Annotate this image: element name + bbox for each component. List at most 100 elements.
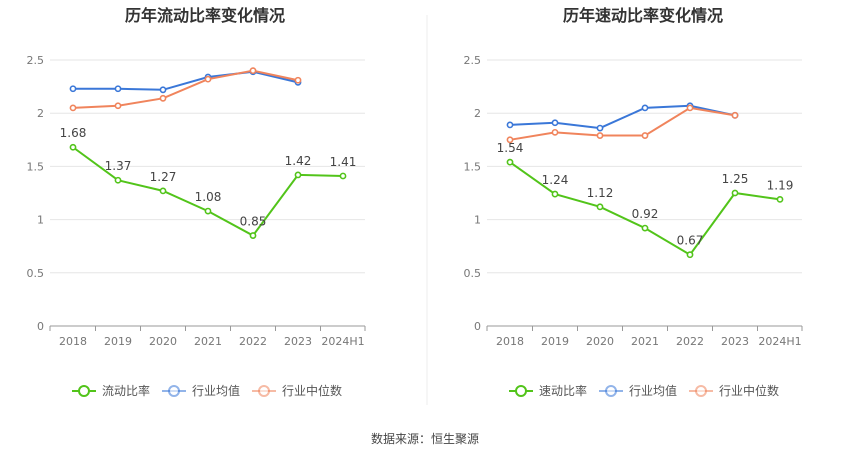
data-point (294, 76, 302, 84)
x-tick-label: 2022 (239, 335, 267, 348)
legend-label: 速动比率 (539, 383, 587, 398)
data-label: 0.67 (677, 234, 704, 248)
source-note: 数据来源：恒生聚源 (371, 431, 479, 446)
x-tick-label: 2024H1 (321, 335, 364, 348)
data-point (506, 121, 514, 129)
y-tick-label: 2 (474, 107, 481, 120)
x-tick-label: 2021 (631, 335, 659, 348)
series-line (73, 70, 299, 91)
data-point (506, 136, 514, 144)
legend-item[interactable]: 行业均值 (599, 383, 677, 398)
y-tick-label: 1 (37, 214, 44, 227)
data-label: 1.68 (60, 126, 87, 140)
data-point (159, 187, 167, 195)
data-point (641, 132, 649, 139)
legend-marker-icon (695, 385, 707, 397)
x-tick-label: 2018 (59, 335, 87, 348)
data-point (641, 104, 649, 112)
data-label: 0.92 (632, 207, 659, 221)
data-point (596, 132, 604, 139)
legend-label: 行业中位数 (719, 383, 779, 398)
y-tick-label: 0.5 (27, 267, 45, 280)
data-point (686, 251, 694, 259)
x-tick-label: 2024H1 (758, 335, 801, 348)
legend-item[interactable]: 行业中位数 (252, 383, 342, 398)
data-label: 1.41 (330, 155, 357, 169)
data-point (596, 203, 604, 211)
data-point (69, 104, 77, 112)
legend-marker-icon (258, 385, 270, 397)
legend-label: 行业中位数 (282, 383, 342, 398)
data-label: 1.08 (195, 190, 222, 204)
y-tick-label: 2 (37, 107, 44, 120)
data-label: 1.54 (497, 141, 524, 155)
chart-title: 历年流动比率变化情况 (125, 6, 285, 25)
data-point (294, 171, 302, 179)
data-point (551, 190, 559, 198)
chart-title: 历年速动比率变化情况 (563, 6, 723, 25)
y-tick-label: 2.5 (464, 54, 482, 67)
x-tick-label: 2020 (586, 335, 614, 348)
data-point (204, 207, 212, 215)
data-label: 1.37 (105, 159, 132, 173)
data-point (686, 104, 694, 112)
x-tick-label: 2021 (194, 335, 222, 348)
data-point (776, 195, 784, 203)
legend-label: 行业均值 (192, 383, 240, 398)
legend-label: 流动比率 (102, 383, 150, 398)
data-label: 1.12 (587, 186, 614, 200)
data-point (551, 119, 559, 127)
data-point (596, 124, 604, 132)
x-tick-label: 2020 (149, 335, 177, 348)
data-point (339, 172, 347, 180)
series-line (72, 69, 299, 109)
data-point (159, 86, 167, 94)
data-point (114, 176, 122, 184)
chart-panel-1: 历年流动比率变化情况 0 0.5 1 1.5 2 2.5 2018 2019 2020 2021 20… (27, 6, 366, 398)
legend-item[interactable]: 速动比率 (509, 383, 587, 398)
data-point (506, 158, 514, 166)
legend-item[interactable]: 流动比率 (72, 383, 150, 398)
data-point (114, 85, 122, 93)
x-tick-label: 2018 (496, 335, 524, 348)
chart-panel-2: 历年速动比率变化情况 0 0.5 1 1.5 2 2.5 2018 2019 2020 2021 20… (464, 6, 803, 398)
data-point (159, 94, 167, 102)
legend-item[interactable]: 行业均值 (162, 383, 240, 398)
legend-marker-icon (605, 385, 617, 397)
legend-marker-icon (168, 385, 180, 397)
data-label: 1.19 (767, 178, 794, 192)
data-point (114, 102, 122, 110)
x-tick-label: 2023 (284, 335, 312, 348)
x-tick-label: 2022 (676, 335, 704, 348)
data-point (731, 111, 739, 119)
data-point (204, 75, 212, 83)
data-point (249, 67, 257, 75)
legend-marker-icon (515, 385, 527, 397)
data-point (69, 85, 77, 93)
y-tick-label: 1.5 (27, 160, 45, 173)
data-label: 1.42 (285, 154, 312, 168)
y-tick-label: 2.5 (27, 54, 45, 67)
y-tick-label: 0 (474, 320, 481, 333)
x-tick-label: 2019 (541, 335, 569, 348)
x-tick-label: 2023 (721, 335, 749, 348)
data-point (641, 224, 649, 232)
data-label: 0.85 (240, 215, 267, 229)
y-tick-label: 1 (474, 214, 481, 227)
y-tick-label: 0 (37, 320, 44, 333)
legend-marker-icon (78, 385, 90, 397)
data-label: 1.24 (542, 173, 569, 187)
series-line (509, 106, 736, 141)
data-label: 1.27 (150, 170, 177, 184)
x-tick-label: 2019 (104, 335, 132, 348)
data-point (249, 232, 257, 239)
data-label: 1.25 (722, 172, 749, 186)
data-point (551, 128, 559, 136)
data-point (731, 189, 739, 197)
y-tick-label: 0.5 (464, 267, 482, 280)
legend-item[interactable]: 行业中位数 (689, 383, 779, 398)
series-line (509, 104, 736, 130)
data-point (69, 143, 77, 151)
y-tick-label: 1.5 (464, 160, 482, 173)
